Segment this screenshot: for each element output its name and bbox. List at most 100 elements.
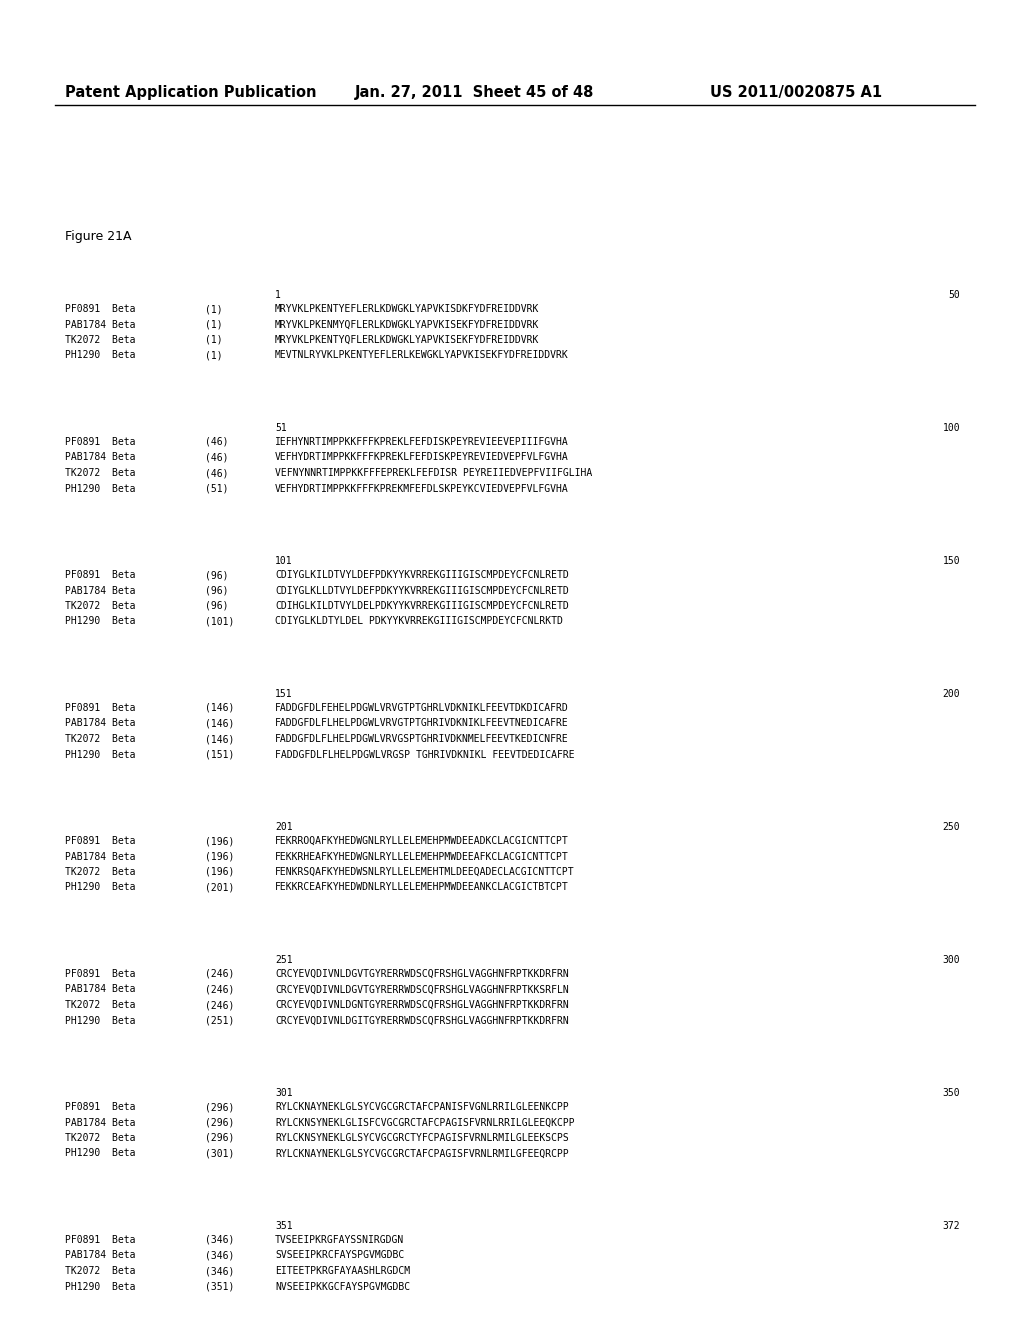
Text: 300: 300 <box>942 954 961 965</box>
Text: CDIHGLKILDTVYLDELPDKYYKVRREKGIIIGISCMPDEYCFCNLRETD: CDIHGLKILDTVYLDELPDKYYKVRREKGIIIGISCMPDE… <box>275 601 568 611</box>
Text: (46): (46) <box>205 437 228 447</box>
Text: VEFNYNNRTIMPPKKFFFEPREKLFEFDISR PEYREIIEDVEPFVIIFGLIHA: VEFNYNNRTIMPPKKFFFEPREKLFEFDISR PEYREIIE… <box>275 469 592 478</box>
Text: VEFHYDRTIMPPKKFFFKPREKLFEFDISKPEYREVIEDVEPFVLFGVHA: VEFHYDRTIMPPKKFFFKPREKLFEFDISKPEYREVIEDV… <box>275 453 568 462</box>
Text: CRCYEVQDIVNLDGITGYRERRWDSCQFRSHGLVAGGHNFRPTKKDRFRN: CRCYEVQDIVNLDGITGYRERRWDSCQFRSHGLVAGGHNF… <box>275 1015 568 1026</box>
Text: (296): (296) <box>205 1118 234 1127</box>
Text: (146): (146) <box>205 718 234 729</box>
Text: EITEETPKRGFAYAASHLRGDCM: EITEETPKRGFAYAASHLRGDCM <box>275 1266 411 1276</box>
Text: VEFHYDRTIMPPKKFFFKPREKMFEFDLSKPEYKCVIEDVEPFVLFGVHA: VEFHYDRTIMPPKKFFFKPREKMFEFDLSKPEYKCVIEDV… <box>275 483 568 494</box>
Text: (96): (96) <box>205 601 228 611</box>
Text: CDIYGLKILDTVYLDEFPDKYYKVRREKGIIIGISCMPDEYCFCNLRETD: CDIYGLKILDTVYLDEFPDKYYKVRREKGIIIGISCMPDE… <box>275 570 568 579</box>
Text: 51: 51 <box>275 422 287 433</box>
Text: PAB1784 Beta: PAB1784 Beta <box>65 1118 135 1127</box>
Text: FEKKRHEAFKYHEDWGNLRYLLELEMEHPMWDEEAFKCLACGICNTTCPT: FEKKRHEAFKYHEDWGNLRYLLELEMEHPMWDEEAFKCLA… <box>275 851 568 862</box>
Text: TK2072  Beta: TK2072 Beta <box>65 1266 135 1276</box>
Text: PH1290  Beta: PH1290 Beta <box>65 883 135 892</box>
Text: (346): (346) <box>205 1266 234 1276</box>
Text: PF0891  Beta: PF0891 Beta <box>65 570 135 579</box>
Text: CRCYEVQDIVNLDGVTGYRERRWDSCQFRSHGLVAGGHNFRPTKKDRFRN: CRCYEVQDIVNLDGVTGYRERRWDSCQFRSHGLVAGGHNF… <box>275 969 568 979</box>
Text: (151): (151) <box>205 750 234 759</box>
Text: (1): (1) <box>205 351 222 360</box>
Text: MRYVKLPKENTYEFLERLKDWGKLYAPVKISDKFYDFREIDDVRK: MRYVKLPKENTYEFLERLKDWGKLYAPVKISDKFYDFREI… <box>275 304 540 314</box>
Text: 151: 151 <box>275 689 293 700</box>
Text: US 2011/0020875 A1: US 2011/0020875 A1 <box>710 84 882 100</box>
Text: (296): (296) <box>205 1133 234 1143</box>
Text: PF0891  Beta: PF0891 Beta <box>65 1102 135 1111</box>
Text: Patent Application Publication: Patent Application Publication <box>65 84 316 100</box>
Text: (201): (201) <box>205 883 234 892</box>
Text: 251: 251 <box>275 954 293 965</box>
Text: (196): (196) <box>205 867 234 876</box>
Text: PH1290  Beta: PH1290 Beta <box>65 1015 135 1026</box>
Text: PH1290  Beta: PH1290 Beta <box>65 483 135 494</box>
Text: (196): (196) <box>205 836 234 846</box>
Text: TK2072  Beta: TK2072 Beta <box>65 867 135 876</box>
Text: PF0891  Beta: PF0891 Beta <box>65 836 135 846</box>
Text: TK2072  Beta: TK2072 Beta <box>65 469 135 478</box>
Text: (246): (246) <box>205 985 234 994</box>
Text: 100: 100 <box>942 422 961 433</box>
Text: (296): (296) <box>205 1102 234 1111</box>
Text: (46): (46) <box>205 469 228 478</box>
Text: (301): (301) <box>205 1148 234 1159</box>
Text: CRCYEVQDIVNLDGNTGYRERRWDSCQFRSHGLVAGGHNFRPTKKDRFRN: CRCYEVQDIVNLDGNTGYRERRWDSCQFRSHGLVAGGHNF… <box>275 1001 568 1010</box>
Text: (251): (251) <box>205 1015 234 1026</box>
Text: (1): (1) <box>205 319 222 330</box>
Text: PH1290  Beta: PH1290 Beta <box>65 616 135 627</box>
Text: (346): (346) <box>205 1250 234 1261</box>
Text: TK2072  Beta: TK2072 Beta <box>65 1133 135 1143</box>
Text: TVSEEIPKRGFAYSSNIRGDGN: TVSEEIPKRGFAYSSNIRGDGN <box>275 1236 404 1245</box>
Text: PH1290  Beta: PH1290 Beta <box>65 351 135 360</box>
Text: 201: 201 <box>275 822 293 832</box>
Text: 1: 1 <box>275 290 281 300</box>
Text: (246): (246) <box>205 1001 234 1010</box>
Text: FEKRROQAFKYHEDWGNLRYLLELEMEHPMWDEEADKCLACGICNTTCPT: FEKRROQAFKYHEDWGNLRYLLELEMEHPMWDEEADKCLA… <box>275 836 568 846</box>
Text: (351): (351) <box>205 1282 234 1291</box>
Text: PAB1784 Beta: PAB1784 Beta <box>65 718 135 729</box>
Text: (51): (51) <box>205 483 228 494</box>
Text: PF0891  Beta: PF0891 Beta <box>65 304 135 314</box>
Text: 351: 351 <box>275 1221 293 1232</box>
Text: PAB1784 Beta: PAB1784 Beta <box>65 851 135 862</box>
Text: FADDGFDLFEHELPDGWLVRVGTPTGHRLVDKNIKLFEEVTDKDICAFRD: FADDGFDLFEHELPDGWLVRVGTPTGHRLVDKNIKLFEEV… <box>275 704 568 713</box>
Text: FADDGFDLFLHELPDGWLVRVGSPTGHRIVDKNMELFEEVTKEDICNFRE: FADDGFDLFLHELPDGWLVRVGSPTGHRIVDKNMELFEEV… <box>275 734 568 744</box>
Text: 150: 150 <box>942 556 961 566</box>
Text: (1): (1) <box>205 304 222 314</box>
Text: MRYVKLPKENTYQFLERLKDWGKLYAPVKISEKFYDFREIDDVRK: MRYVKLPKENTYQFLERLKDWGKLYAPVKISEKFYDFREI… <box>275 335 540 345</box>
Text: PH1290  Beta: PH1290 Beta <box>65 750 135 759</box>
Text: (101): (101) <box>205 616 234 627</box>
Text: 250: 250 <box>942 822 961 832</box>
Text: FADDGFDLFLHELPDGWLVRVGTPTGHRIVDKNIKLFEEVTNEDICAFRE: FADDGFDLFLHELPDGWLVRVGTPTGHRIVDKNIKLFEEV… <box>275 718 568 729</box>
Text: (96): (96) <box>205 570 228 579</box>
Text: PAB1784 Beta: PAB1784 Beta <box>65 319 135 330</box>
Text: IEFHYNRTIMPPKKFFFKPREKLFEFDISKPEYREVIEEVEPIIIFGVHA: IEFHYNRTIMPPKKFFFKPREKLFEFDISKPEYREVIEEV… <box>275 437 568 447</box>
Text: Figure 21A: Figure 21A <box>65 230 131 243</box>
Text: RYLCKNSYNEKLGLSYCVGCGRCTYFCPAGISFVRNLRMILGLEEKSCPS: RYLCKNSYNEKLGLSYCVGCGRCTYFCPAGISFVRNLRMI… <box>275 1133 568 1143</box>
Text: TK2072  Beta: TK2072 Beta <box>65 335 135 345</box>
Text: FADDGFDLFLHELPDGWLVRGSP TGHRIVDKNIKL FEEVTDEDICAFRE: FADDGFDLFLHELPDGWLVRGSP TGHRIVDKNIKL FEE… <box>275 750 574 759</box>
Text: RYLCKNSYNEKLGLISFCVGCGRCTAFCPAGISFVRNLRRILGLEEQKCPP: RYLCKNSYNEKLGLISFCVGCGRCTAFCPAGISFVRNLRR… <box>275 1118 574 1127</box>
Text: PF0891  Beta: PF0891 Beta <box>65 704 135 713</box>
Text: (1): (1) <box>205 335 222 345</box>
Text: 372: 372 <box>942 1221 961 1232</box>
Text: 50: 50 <box>948 290 961 300</box>
Text: CDIYGLKLLDTVYLDEFPDKYYKVRREKGIIIGISCMPDEYCFCNLRETD: CDIYGLKLLDTVYLDEFPDKYYKVRREKGIIIGISCMPDE… <box>275 586 568 595</box>
Text: (346): (346) <box>205 1236 234 1245</box>
Text: TK2072  Beta: TK2072 Beta <box>65 734 135 744</box>
Text: RYLCKNAYNEKLGLSYCVGCGRCTAFCPAGISFVRNLRMILGFEEQRCPP: RYLCKNAYNEKLGLSYCVGCGRCTAFCPAGISFVRNLRMI… <box>275 1148 568 1159</box>
Text: CDIYGLKLDTYLDEL PDKYYKVRREKGIIIGISCMPDEYCFCNLRKTD: CDIYGLKLDTYLDEL PDKYYKVRREKGIIIGISCMPDEY… <box>275 616 563 627</box>
Text: PF0891  Beta: PF0891 Beta <box>65 969 135 979</box>
Text: 350: 350 <box>942 1088 961 1098</box>
Text: NVSEEIPKKGCFAYSPGVMGDBC: NVSEEIPKKGCFAYSPGVMGDBC <box>275 1282 411 1291</box>
Text: 200: 200 <box>942 689 961 700</box>
Text: FENKRSQAFKYHEDWSNLRYLLELEMEHTMLDEEQADECLACGICNTTCPT: FENKRSQAFKYHEDWSNLRYLLELEMEHTMLDEEQADECL… <box>275 867 574 876</box>
Text: (146): (146) <box>205 734 234 744</box>
Text: PAB1784 Beta: PAB1784 Beta <box>65 453 135 462</box>
Text: PH1290  Beta: PH1290 Beta <box>65 1148 135 1159</box>
Text: (246): (246) <box>205 969 234 979</box>
Text: PF0891  Beta: PF0891 Beta <box>65 437 135 447</box>
Text: (196): (196) <box>205 851 234 862</box>
Text: TK2072  Beta: TK2072 Beta <box>65 601 135 611</box>
Text: (96): (96) <box>205 586 228 595</box>
Text: PF0891  Beta: PF0891 Beta <box>65 1236 135 1245</box>
